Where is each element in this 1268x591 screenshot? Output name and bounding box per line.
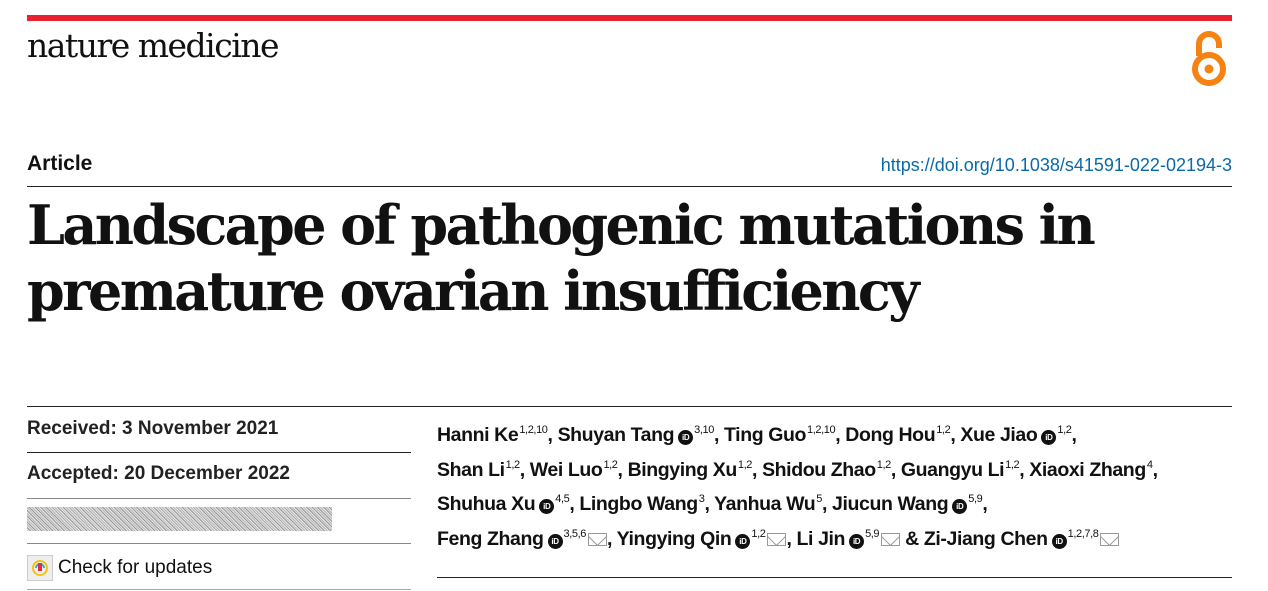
separator: , <box>950 424 961 446</box>
separator: , <box>982 493 988 515</box>
email-icon[interactable] <box>767 532 787 546</box>
separator: , <box>821 493 833 515</box>
affiliation-sup[interactable]: 1,2 <box>737 458 753 471</box>
author-name[interactable]: Shidou Zhao <box>762 458 876 481</box>
affiliation-sup[interactable]: 4 <box>1146 458 1153 471</box>
affiliation-sup[interactable]: 1,2,10 <box>519 424 548 436</box>
separator: , <box>519 458 530 481</box>
check-for-updates-button[interactable]: Check for updates <box>27 555 212 581</box>
received-date: Received: 3 November 2021 <box>27 418 279 439</box>
affiliation-sup[interactable]: 3,10 <box>694 424 714 436</box>
author-line: Feng Zhang iD3,5,6, Yingying Qin iD1,2, Li… <box>437 520 1158 555</box>
separator: , <box>606 527 617 550</box>
affiliation-sup[interactable]: 5,9 <box>865 527 880 540</box>
orcid-icon[interactable]: iD <box>1051 533 1067 549</box>
affiliation-sup[interactable]: 1,2 <box>603 458 618 471</box>
open-access-icon <box>1192 31 1226 86</box>
author-name[interactable]: Hanni Ke <box>437 424 519 446</box>
separator: , <box>1152 458 1158 481</box>
divider <box>27 452 411 453</box>
affiliation-sup[interactable]: 1,2 <box>505 458 520 471</box>
divider <box>27 498 411 499</box>
separator: , <box>835 424 846 446</box>
affiliation-sup[interactable]: 3,5,6 <box>563 527 587 540</box>
author-name[interactable]: Shuyan Tang <box>557 424 675 446</box>
author-name[interactable]: Xue Jiao <box>960 424 1038 446</box>
separator: , <box>704 493 715 515</box>
separator: , <box>752 458 763 481</box>
article-type: Article <box>27 152 93 175</box>
email-icon[interactable] <box>881 532 901 546</box>
orcid-icon[interactable]: iD <box>952 499 968 514</box>
author-name[interactable]: Wei Luo <box>529 458 603 481</box>
separator: , <box>713 424 725 446</box>
affiliation-sup[interactable]: 1,2,7,8 <box>1067 527 1099 540</box>
author-name[interactable]: Xiaoxi Zhang <box>1029 458 1146 481</box>
separator: , <box>569 493 580 515</box>
affiliation-sup[interactable]: 1,2 <box>936 424 951 436</box>
author-line: Hanni Ke1,2,10, Shuyan Tang iD3,10, Ting … <box>437 416 1158 451</box>
author-name[interactable]: Li Jin <box>796 527 846 550</box>
divider <box>27 406 1232 407</box>
article-title: Landscape of pathogenic mutations in pre… <box>27 192 1177 324</box>
author-name[interactable]: Feng Zhang <box>437 527 544 550</box>
orcid-icon[interactable]: iD <box>849 533 865 549</box>
affiliation-sup[interactable]: 1,2 <box>1057 424 1072 436</box>
author-name[interactable]: Shan Li <box>437 458 505 481</box>
orcid-icon[interactable]: iD <box>547 533 563 549</box>
author-name[interactable]: Zi-Jiang Chen <box>923 527 1048 550</box>
affiliation-sup[interactable]: 1,2 <box>876 458 891 471</box>
separator: , <box>547 424 558 446</box>
divider <box>27 543 411 544</box>
separator: , <box>786 527 797 550</box>
email-icon[interactable] <box>587 532 607 546</box>
orcid-icon[interactable]: iD <box>735 533 751 549</box>
divider <box>27 186 1232 187</box>
separator: , <box>1019 458 1030 481</box>
orcid-icon[interactable]: iD <box>678 430 694 445</box>
affiliation-sup[interactable]: 3 <box>698 493 705 505</box>
affiliation-sup[interactable]: 1,2,10 <box>807 424 836 436</box>
separator: , <box>617 458 628 481</box>
title-line: premature ovarian insufficiency <box>27 259 920 323</box>
author-line: Shuhua Xu iD4,5, Lingbo Wang3, Yanhua Wu5… <box>437 485 1158 520</box>
accent-bar <box>27 15 1232 21</box>
author-name[interactable]: Yingying Qin <box>616 527 732 550</box>
affiliation-sup[interactable]: 4,5 <box>555 493 570 505</box>
divider <box>27 589 411 590</box>
separator: , <box>890 458 901 481</box>
author-name[interactable]: Yanhua Wu <box>714 493 816 515</box>
author-name[interactable]: Lingbo Wang <box>579 493 698 515</box>
author-list: Hanni Ke1,2,10, Shuyan Tang iD3,10, Ting … <box>437 416 1158 554</box>
affiliation-sup[interactable]: 1,2 <box>751 527 766 540</box>
orcid-icon[interactable]: iD <box>1041 430 1057 445</box>
author-line: Shan Li1,2, Wei Luo1,2, Bingying Xu1,2, … <box>437 451 1158 486</box>
redacted-block <box>27 507 332 531</box>
author-name[interactable]: Dong Hou <box>845 424 936 446</box>
separator: , <box>1071 424 1077 446</box>
doi-link[interactable]: https://doi.org/10.1038/s41591-022-02194… <box>880 155 1232 175</box>
affiliation-sup[interactable]: 5,9 <box>968 493 983 505</box>
check-updates-label: Check for updates <box>58 557 213 578</box>
author-name[interactable]: Shuhua Xu <box>437 493 536 515</box>
divider <box>437 577 1232 578</box>
title-line: Landscape of pathogenic mutations in <box>27 193 1096 257</box>
author-name[interactable]: Bingying Xu <box>627 458 738 481</box>
author-name[interactable]: Ting Guo <box>724 424 807 446</box>
orcid-icon[interactable]: iD <box>539 499 555 514</box>
affiliation-sup[interactable]: 5 <box>816 493 822 505</box>
check-updates-icon <box>27 555 53 581</box>
affiliation-sup[interactable]: 1,2 <box>1005 458 1020 471</box>
accepted-date: Accepted: 20 December 2022 <box>27 463 290 484</box>
author-name[interactable]: Guangyu Li <box>900 458 1005 481</box>
email-icon[interactable] <box>1100 532 1120 546</box>
author-name[interactable]: Jiucun Wang <box>832 493 949 515</box>
separator: & <box>900 527 924 550</box>
journal-logo[interactable]: nature medicine <box>27 26 280 65</box>
